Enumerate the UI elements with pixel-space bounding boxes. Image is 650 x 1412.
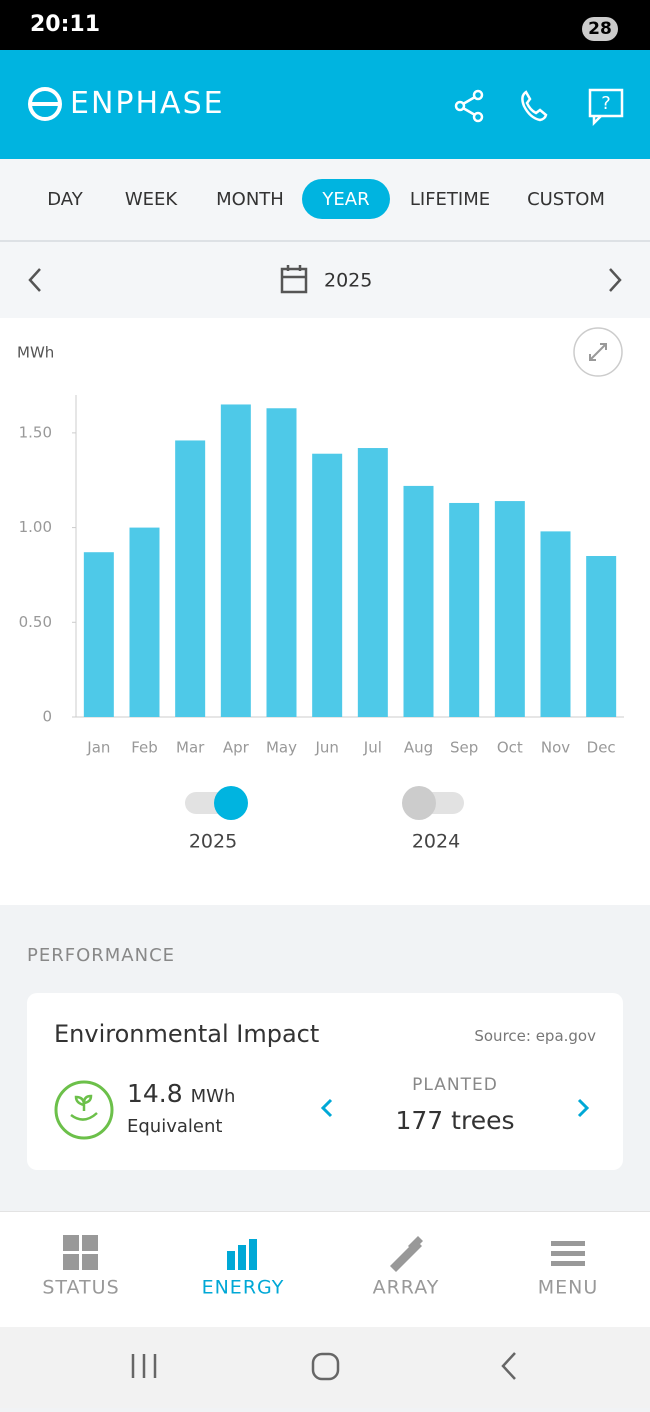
y-axis-label: MWh xyxy=(17,344,54,362)
bar[interactable] xyxy=(220,404,251,717)
next-button[interactable] xyxy=(609,268,622,292)
tab[interactable]: MONTH xyxy=(216,189,284,210)
bar[interactable] xyxy=(312,453,343,717)
energy: 14.8 xyxy=(127,1079,183,1108)
nav-icon xyxy=(551,1261,585,1266)
impact-card: Environmental Impact Source: epa.gov 14.… xyxy=(27,993,623,1170)
header-icons[interactable]: ? xyxy=(450,86,630,126)
x-tick-label: Aug xyxy=(404,739,433,757)
nav-bar: STATUS ENERGY ARRAY MENU xyxy=(42,1235,599,1299)
x-tick-label: Dec xyxy=(587,739,616,757)
brand: ENPHASE xyxy=(70,86,225,121)
source: Source: epa.gov xyxy=(474,1027,596,1045)
energy-value: 14.8 MWh xyxy=(127,1079,235,1108)
y-tick-label: 1.50 xyxy=(19,423,52,441)
y-tick-label: 1.00 xyxy=(19,518,52,536)
period[interactable]: 2025 xyxy=(324,270,372,292)
y-tick-label: 0 xyxy=(42,708,52,726)
svg-text:?: ? xyxy=(601,93,611,114)
bar[interactable] xyxy=(403,485,434,717)
battery: 28 xyxy=(582,17,618,41)
tab[interactable]: DAY xyxy=(47,189,83,210)
x-tick-label: Mar xyxy=(176,739,205,757)
section-title: PERFORMANCE xyxy=(27,945,176,966)
nav-icon xyxy=(82,1235,98,1251)
x-tick-label: Feb xyxy=(131,739,158,757)
toggle-knob[interactable] xyxy=(402,786,436,820)
nav-icon xyxy=(551,1251,585,1256)
nav-icon xyxy=(238,1245,246,1270)
x-tick-label: Jul xyxy=(363,739,382,757)
prev-button[interactable] xyxy=(28,268,41,292)
bar[interactable] xyxy=(494,501,525,717)
x-tick-label: May xyxy=(266,739,297,757)
bar[interactable] xyxy=(540,531,571,717)
system-nav xyxy=(0,1327,650,1408)
x-tick-label: Sep xyxy=(450,739,478,757)
nav-label[interactable]: STATUS xyxy=(42,1277,119,1299)
x-tick-label: Nov xyxy=(541,739,570,757)
bar[interactable] xyxy=(449,502,480,717)
toggle-knob[interactable] xyxy=(214,786,248,820)
logo xyxy=(28,87,62,121)
x-tick-label: Jan xyxy=(86,739,110,757)
bar[interactable] xyxy=(266,408,297,717)
tab[interactable]: CUSTOM xyxy=(527,189,605,210)
nav-icon xyxy=(63,1254,79,1270)
tab-highlight xyxy=(302,179,390,219)
x-tick-label: Jun xyxy=(314,739,338,757)
bar[interactable] xyxy=(175,440,206,717)
y-tick-label: 0.50 xyxy=(19,613,52,631)
metric-value: 177 trees xyxy=(395,1106,515,1135)
bottom-nav: STATUS ENERGY ARRAY MENU xyxy=(0,1211,650,1328)
bar[interactable] xyxy=(83,552,114,717)
nav-icon xyxy=(551,1241,585,1246)
carousel-arrows[interactable] xyxy=(317,1093,597,1123)
energy-unit: MWh xyxy=(190,1086,236,1107)
metric-label: PLANTED xyxy=(412,1075,498,1095)
nav-label[interactable]: ENERGY xyxy=(202,1277,285,1299)
chart-panel: MWh 0 0.50 1.00 1.50 Jan Feb Mar Apr May Jun Jul Au… xyxy=(0,318,650,905)
bar[interactable] xyxy=(586,556,617,717)
nav-icon xyxy=(249,1239,257,1270)
nav-icon xyxy=(63,1235,79,1251)
nav-label[interactable]: MENU xyxy=(538,1277,599,1299)
legend-label: 2025 xyxy=(189,831,237,853)
system-buttons[interactable] xyxy=(0,1327,650,1408)
app-header: ENPHASE ? xyxy=(0,50,650,159)
controls: 2025 DAY WEEK MONTH YEAR LIFETIME CUSTOM xyxy=(0,159,650,318)
nav-icon xyxy=(82,1254,98,1270)
card-title: Environmental Impact xyxy=(54,1020,320,1048)
bar[interactable] xyxy=(357,448,388,717)
nav-icon xyxy=(227,1251,235,1270)
tab[interactable]: LIFETIME xyxy=(410,189,490,210)
nav-label[interactable]: ARRAY xyxy=(373,1277,440,1299)
nav-icon xyxy=(390,1236,423,1272)
legend-label: 2024 xyxy=(412,831,460,853)
calendar-icon xyxy=(280,265,308,294)
equivalent: Equivalent xyxy=(127,1116,223,1137)
status-bar: 20:11 28 xyxy=(0,0,650,50)
x-tick-label: Oct xyxy=(497,739,523,757)
x-tick-label: Apr xyxy=(223,739,250,757)
clock: 20:11 xyxy=(30,12,101,37)
tab[interactable]: WEEK xyxy=(125,189,179,210)
bar[interactable] xyxy=(129,527,160,717)
leaf-icon xyxy=(54,1080,114,1140)
tab-bar: 2025 DAY WEEK MONTH YEAR LIFETIME CUSTOM xyxy=(28,179,622,294)
chart: MWh 0 0.50 1.00 1.50 Jan Feb Mar Apr May Jun Jul Au… xyxy=(17,327,624,853)
tab[interactable]: YEAR xyxy=(321,189,369,210)
